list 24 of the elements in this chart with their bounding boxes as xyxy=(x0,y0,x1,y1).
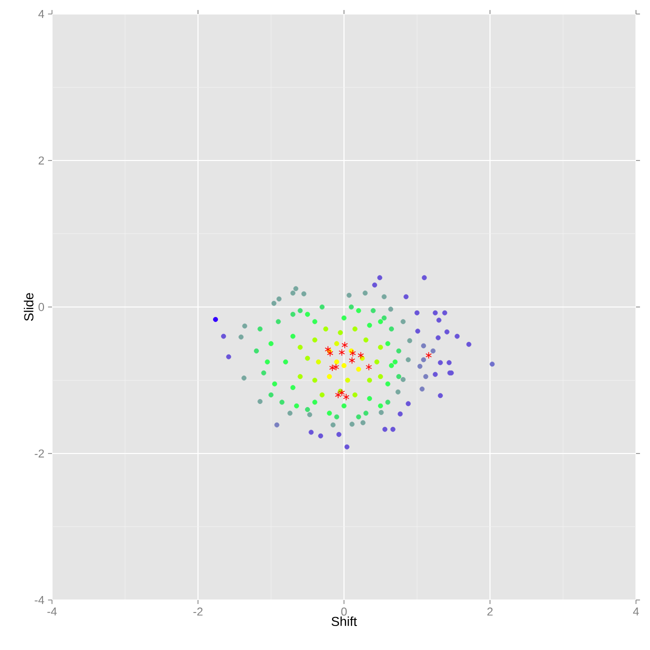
point xyxy=(329,364,336,372)
x-axis-title: Shift xyxy=(332,616,357,626)
x-tick-label: -2 xyxy=(193,608,203,616)
x-tick-label: 4 xyxy=(633,608,639,616)
point xyxy=(334,391,342,398)
point xyxy=(366,363,372,371)
point xyxy=(332,363,340,371)
y-tick-label: 4 xyxy=(38,10,44,18)
x-tick-label: 0 xyxy=(341,608,347,616)
point xyxy=(342,341,348,349)
point xyxy=(338,348,345,356)
y-tick-label: 0 xyxy=(38,302,44,312)
y-tick-label: 2 xyxy=(38,156,44,165)
point xyxy=(358,352,364,359)
point xyxy=(426,352,432,359)
x-tick-label: 2 xyxy=(487,608,493,616)
point xyxy=(348,356,356,364)
x-tick-label: -4 xyxy=(47,608,57,616)
y-axis-title: Slide xyxy=(24,293,34,321)
point xyxy=(326,350,334,357)
y-tick-label: -2 xyxy=(34,449,44,458)
point xyxy=(350,350,356,357)
y-tick-label: -4 xyxy=(34,596,44,604)
point xyxy=(324,346,332,354)
